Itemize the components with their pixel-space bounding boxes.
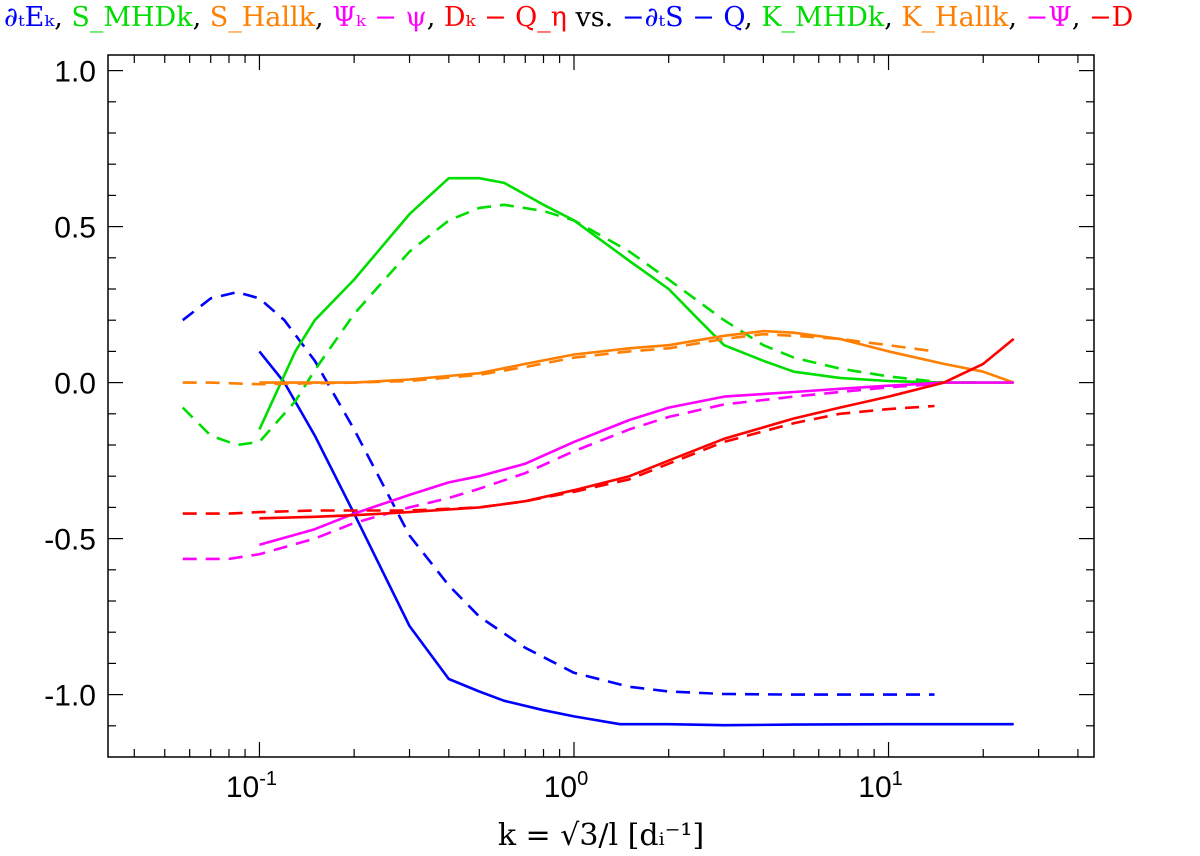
x-tick-label: 10-1 — [226, 768, 277, 804]
series-line-7 — [182, 382, 935, 561]
title-segment: ∂ₜEₖ — [4, 2, 55, 33]
title-segment: S_MHDk — [71, 2, 193, 33]
series-line-4 — [259, 329, 1015, 384]
chart-title: ∂ₜEₖ, S_MHDk, S_Hallk, Ψₖ − ψ, Dₖ − Q_η … — [4, 2, 1133, 33]
title-segment: K_MHDk — [761, 2, 885, 33]
y-tick-labels: 1.0 0.5 0.0 -0.5 -1.0 — [44, 56, 96, 713]
title-segment: −D — [1089, 2, 1133, 33]
title-segment: Ψₖ − ψ — [332, 2, 427, 33]
y-tick-label: 0.5 — [54, 212, 96, 245]
title-segment: K_Hallk — [901, 2, 1009, 33]
series-line-0 — [258, 350, 1014, 727]
series-line-6 — [259, 381, 1014, 547]
series-lines — [181, 176, 1015, 727]
title-segment: S_Hallk — [210, 2, 316, 33]
title-segment: −∂ₜS − Q — [622, 2, 745, 33]
title-segment: vs. — [567, 2, 622, 33]
title-segment: , — [1008, 2, 1025, 33]
y-tick-label: 1.0 — [54, 56, 96, 89]
series-line-5 — [182, 332, 935, 386]
title-segment: , — [54, 2, 71, 33]
title-segment: , — [427, 2, 444, 33]
series-line-8 — [259, 337, 1015, 520]
series-line-3 — [181, 203, 984, 447]
series-line-2 — [258, 176, 1014, 430]
y-tick-label: -0.5 — [44, 524, 96, 557]
title-segment: , — [193, 2, 210, 33]
y-tick-label: -1.0 — [44, 680, 96, 713]
title-segment: , — [1072, 2, 1089, 33]
title-segment: −Ψ — [1026, 2, 1072, 33]
title-segment: Dₖ − Q_η — [444, 2, 567, 33]
title-segment: , — [884, 2, 901, 33]
title-segment: , — [744, 2, 761, 33]
x-tick-label: 100 — [544, 768, 589, 804]
axis-ticks — [108, 55, 1094, 757]
x-tick-label: 101 — [858, 768, 903, 804]
title-segment: , — [315, 2, 332, 33]
series-line-1 — [181, 290, 935, 696]
plot-frame — [107, 54, 1095, 758]
x-axis-label: k = √3/l [dᵢ⁻¹] — [498, 818, 704, 853]
y-tick-label: 0.0 — [54, 368, 96, 401]
series-line-9 — [182, 404, 935, 515]
x-tick-labels: 10-1 100 101 — [226, 768, 903, 804]
